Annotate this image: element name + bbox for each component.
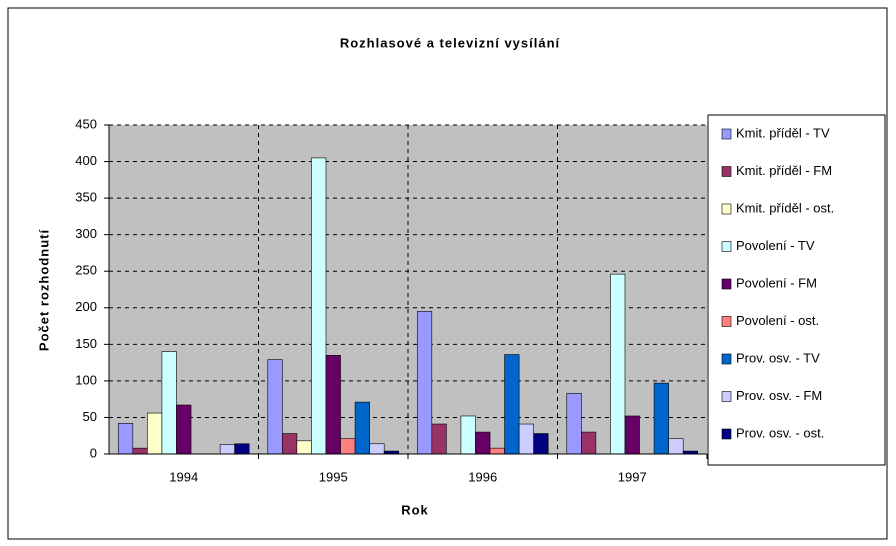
bar <box>610 273 626 455</box>
legend-swatch <box>721 353 732 365</box>
bar <box>566 393 582 455</box>
legend-swatch <box>721 203 732 215</box>
bar <box>147 412 163 455</box>
legend-label: Prov. osv. - TV <box>736 350 820 365</box>
legend-swatch <box>721 278 732 290</box>
bar <box>219 444 235 455</box>
bar <box>624 415 640 455</box>
y-tick-label: 400 <box>75 153 97 168</box>
legend-box <box>707 114 886 466</box>
bar <box>369 443 385 455</box>
legend-swatch <box>721 316 732 327</box>
bar <box>489 447 505 455</box>
legend-swatch <box>721 241 732 252</box>
bar <box>132 447 148 455</box>
chart-title: Rozhlasové a televizní vysílání <box>340 35 560 50</box>
y-tick-label: 50 <box>83 409 97 424</box>
bar <box>460 415 476 455</box>
legend-label: Prov. osv. - FM <box>736 388 822 403</box>
bar <box>416 311 433 455</box>
legend-label: Prov. osv. - ost. <box>736 425 824 440</box>
legend-label: Kmit. příděl - FM <box>736 163 832 178</box>
bar <box>475 431 491 455</box>
y-tick-label: 100 <box>75 372 97 387</box>
y-axis-label: Počet rozhodnutí <box>36 229 51 351</box>
legend-label: Kmit. příděl - TV <box>736 125 830 140</box>
bar <box>354 401 370 455</box>
legend-label: Povolení - TV <box>736 238 815 253</box>
bar <box>234 443 250 455</box>
y-tick-label: 300 <box>75 226 97 241</box>
bar <box>518 423 534 455</box>
bar <box>504 354 520 455</box>
legend-swatch <box>721 428 732 440</box>
x-tick-label: 1995 <box>319 469 348 484</box>
bar <box>161 351 177 455</box>
bar <box>431 423 447 455</box>
bar <box>311 157 327 455</box>
legend-swatch <box>721 128 732 140</box>
bar <box>176 404 192 455</box>
y-tick-label: 350 <box>75 190 97 205</box>
y-tick-label: 200 <box>75 299 97 314</box>
legend-label: Povolení - FM <box>736 275 817 290</box>
y-tick-label: 0 <box>90 445 97 460</box>
legend-swatch <box>721 391 732 402</box>
x-axis-label: Rok <box>401 502 429 517</box>
x-tick-label: 1997 <box>618 469 647 484</box>
y-tick-label: 450 <box>75 116 97 131</box>
bar <box>282 433 298 455</box>
bar <box>117 422 134 455</box>
legend-label: Povolení - ost. <box>736 313 819 328</box>
x-tick-label: 1996 <box>468 469 497 484</box>
bar <box>325 354 341 455</box>
bar <box>653 382 669 455</box>
bar <box>533 433 549 455</box>
bar <box>267 359 283 455</box>
legend-label: Kmit. příděl - ost. <box>736 200 834 215</box>
x-tick-label: 1994 <box>169 469 198 484</box>
legend-swatch <box>721 166 732 177</box>
bar <box>581 431 597 455</box>
bar <box>296 440 312 455</box>
bar <box>668 438 684 455</box>
y-tick-label: 250 <box>75 263 97 278</box>
bar <box>340 438 356 455</box>
y-tick-label: 150 <box>75 336 97 351</box>
